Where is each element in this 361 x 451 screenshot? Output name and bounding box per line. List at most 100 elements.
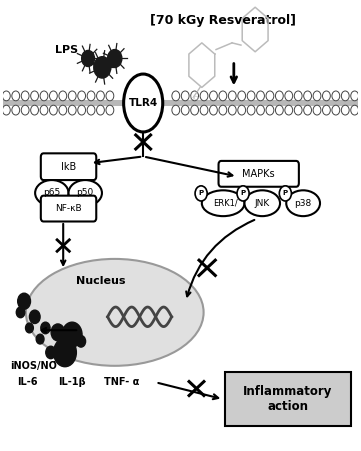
Circle shape [78,105,86,115]
Circle shape [68,105,76,115]
Circle shape [12,91,19,101]
FancyBboxPatch shape [41,196,96,221]
Circle shape [285,91,293,101]
Circle shape [62,322,82,347]
Circle shape [285,105,293,115]
Circle shape [209,105,217,115]
Text: NF-κB: NF-κB [55,204,82,213]
Text: p65: p65 [43,189,60,198]
Circle shape [77,336,86,347]
Text: iNOS/NȮ: iNOS/NȮ [10,361,57,371]
Circle shape [3,91,10,101]
Text: [70 kGy Resveratrol]: [70 kGy Resveratrol] [150,14,296,27]
FancyBboxPatch shape [41,153,96,180]
Circle shape [209,91,217,101]
Circle shape [82,51,95,66]
Circle shape [304,105,312,115]
FancyBboxPatch shape [225,373,351,426]
Circle shape [108,50,122,67]
Circle shape [237,186,249,201]
Circle shape [322,91,330,101]
Text: Nucleus: Nucleus [76,276,125,286]
Circle shape [195,186,207,201]
Ellipse shape [244,190,280,216]
Text: IL-1β: IL-1β [58,377,86,387]
Text: JNK: JNK [255,199,270,208]
Circle shape [36,334,44,344]
Circle shape [181,105,189,115]
Circle shape [21,105,29,115]
Text: TNF- α: TNF- α [104,377,139,387]
Circle shape [351,91,358,101]
Ellipse shape [123,74,163,132]
Circle shape [18,293,30,309]
Circle shape [322,105,330,115]
Ellipse shape [202,190,244,216]
Ellipse shape [26,259,204,366]
Circle shape [191,91,199,101]
Text: MAPKs: MAPKs [242,169,275,179]
Text: P: P [240,190,245,197]
Circle shape [181,91,189,101]
Circle shape [247,105,255,115]
Circle shape [257,105,265,115]
Circle shape [106,105,114,115]
Circle shape [172,105,180,115]
Circle shape [229,105,236,115]
Circle shape [275,105,283,115]
Circle shape [31,91,39,101]
Text: P: P [199,190,204,197]
Text: p38: p38 [295,199,312,208]
Circle shape [51,324,65,341]
Circle shape [87,105,95,115]
Text: Inflammatory
action: Inflammatory action [243,385,333,413]
Circle shape [31,105,39,115]
Ellipse shape [35,180,69,206]
Circle shape [41,322,50,334]
Circle shape [40,91,48,101]
Text: IkB: IkB [61,162,76,172]
Circle shape [53,338,77,367]
Circle shape [313,105,321,115]
Circle shape [96,105,104,115]
Circle shape [26,323,33,333]
Circle shape [238,91,245,101]
Text: TLR4: TLR4 [129,98,158,108]
Circle shape [342,91,349,101]
Circle shape [279,186,291,201]
Circle shape [332,91,340,101]
Circle shape [59,91,67,101]
Circle shape [59,105,67,115]
Circle shape [21,91,29,101]
Circle shape [106,91,114,101]
Circle shape [200,105,208,115]
Circle shape [78,91,86,101]
Circle shape [16,307,25,318]
Circle shape [87,91,95,101]
Circle shape [266,105,274,115]
Text: ERK1/: ERK1/ [213,199,238,208]
Circle shape [49,105,57,115]
Circle shape [294,91,302,101]
Circle shape [304,91,312,101]
Ellipse shape [286,190,320,216]
Circle shape [266,91,274,101]
Circle shape [219,105,227,115]
Text: P: P [283,190,288,197]
Text: p50: p50 [77,189,94,198]
Circle shape [3,105,10,115]
Circle shape [94,57,111,78]
Circle shape [238,105,245,115]
Circle shape [247,91,255,101]
FancyBboxPatch shape [218,161,299,187]
Circle shape [12,105,19,115]
Circle shape [68,91,76,101]
Circle shape [229,91,236,101]
Circle shape [96,91,104,101]
Ellipse shape [69,180,102,206]
Circle shape [294,105,302,115]
Circle shape [219,91,227,101]
Circle shape [332,105,340,115]
Circle shape [351,105,358,115]
Circle shape [172,91,180,101]
